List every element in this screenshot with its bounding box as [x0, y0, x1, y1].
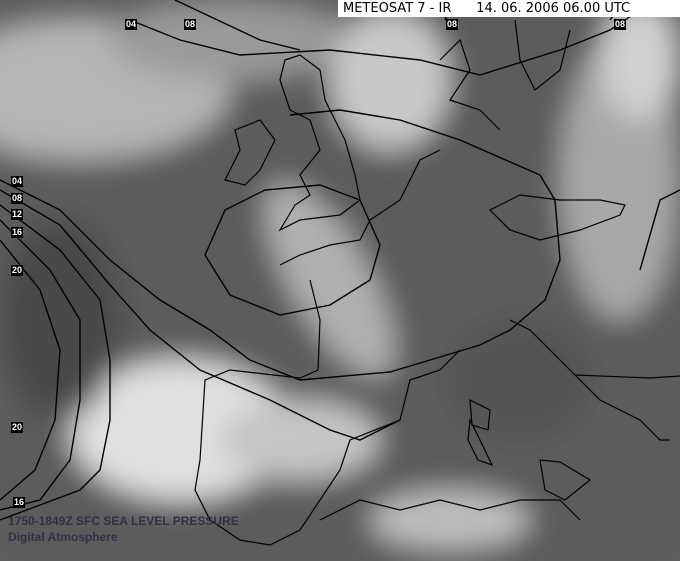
isobar-label: 04: [11, 176, 24, 187]
image-header: METEOSAT 7 - IR 14. 06. 2006 06.00 UTC: [338, 0, 680, 17]
isobar-label: 20: [11, 422, 24, 433]
isobar-label: 04: [125, 19, 138, 30]
satellite-name: METEOSAT 7 - IR: [343, 1, 452, 16]
isobars: [0, 0, 680, 521]
coastlines: [194, 19, 680, 546]
credit-caption: Digital Atmosphere: [8, 530, 118, 544]
product-caption: 1750-1849Z SFC SEA LEVEL PRESSURE: [8, 514, 239, 528]
isobar-label: 16: [13, 497, 26, 508]
isobar-label: 08: [446, 19, 459, 30]
isobar-label: 08: [11, 193, 24, 204]
isobar-label: 16: [11, 227, 24, 238]
isobar-label: 08: [184, 19, 197, 30]
timestamp: 14. 06. 2006 06.00 UTC: [476, 1, 631, 16]
isobar-label: 20: [11, 265, 24, 276]
isobar-label: 08: [614, 19, 627, 30]
isobar-label: 12: [11, 209, 24, 220]
